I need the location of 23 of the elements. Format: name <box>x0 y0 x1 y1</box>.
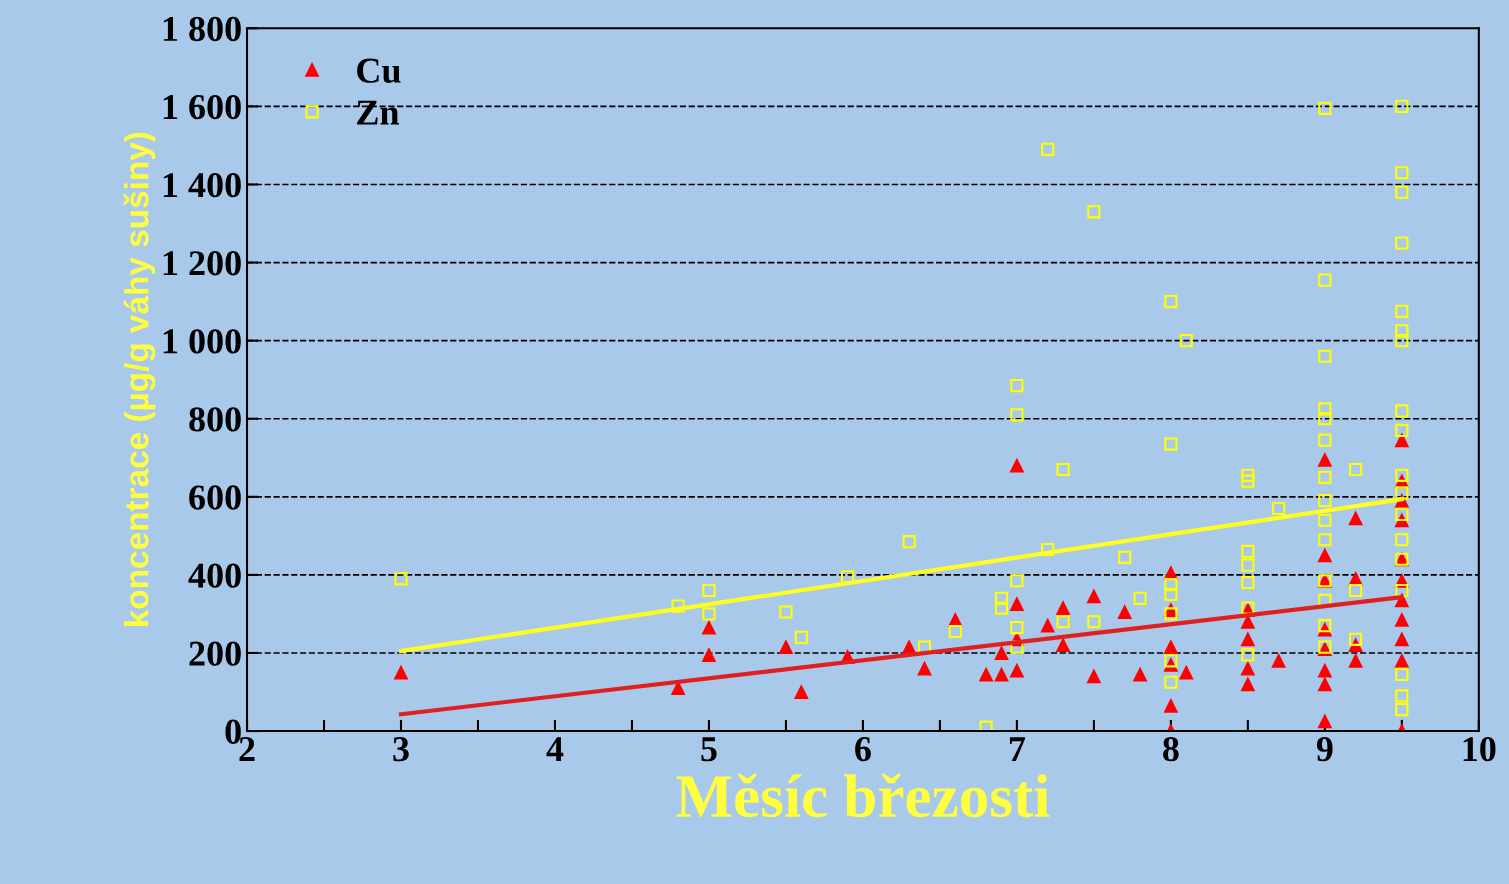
y-tick-label: 0 <box>225 719 241 744</box>
x-axis-title: Měsíc březosti <box>676 773 1050 818</box>
x-tick-label: 4 <box>546 737 564 761</box>
y-tick-label: 1 200 <box>163 251 241 276</box>
x-tick-label: 5 <box>701 737 717 762</box>
legend-label: Zn <box>357 100 399 125</box>
y-tick-label: 400 <box>188 563 241 588</box>
y-tick-label: 1 400 <box>163 172 241 198</box>
legend-label: Cu <box>357 58 401 83</box>
x-tick-label: 8 <box>1163 736 1179 762</box>
y-tick-label: 600 <box>189 485 241 510</box>
x-tick-label: 9 <box>1316 737 1333 762</box>
y-tick-label: 200 <box>189 641 241 666</box>
x-tick-label: 7 <box>1009 737 1026 761</box>
y-tick-label: 1 800 <box>163 16 241 42</box>
x-tick-label: 3 <box>393 737 409 762</box>
y-tick-label: 1 000 <box>163 329 241 354</box>
y-tick-label: 1 600 <box>163 94 241 120</box>
x-tick-label: 2 <box>239 737 255 761</box>
x-tick-label: 6 <box>855 737 871 762</box>
y-tick-label: 800 <box>189 407 241 432</box>
x-tick-label: 10 <box>1463 736 1496 762</box>
y-axis-title: koncentrace (µg/g váhy sušiny) <box>123 132 156 626</box>
